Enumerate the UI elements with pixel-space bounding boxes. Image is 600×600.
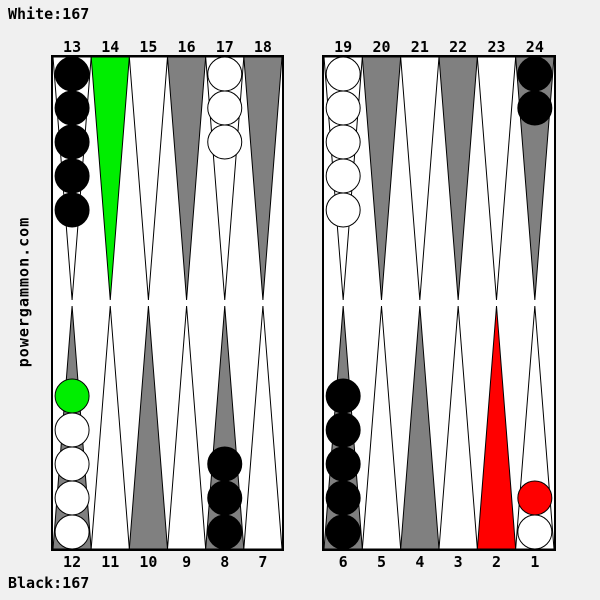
checker-white-point-17[interactable] [207, 124, 243, 160]
point-22-label: 22 [449, 38, 467, 56]
point-10-label: 10 [139, 553, 157, 571]
checker-black-point-6[interactable] [325, 412, 361, 448]
point-22-triangle[interactable] [438, 56, 478, 301]
checker-white-point-19[interactable] [325, 56, 361, 92]
black-pip-count: Black:167 [8, 574, 90, 592]
checker-white-point-17[interactable] [207, 56, 243, 92]
checker-black-point-8[interactable] [207, 446, 243, 482]
point-4-label: 4 [415, 553, 424, 571]
point-16-label: 16 [178, 38, 196, 56]
point-14-label: 14 [101, 38, 119, 56]
point-7-label: 7 [258, 553, 267, 571]
point-7-triangle[interactable] [243, 305, 283, 550]
checker-white-point-19[interactable] [325, 158, 361, 194]
checker-black-point-13[interactable] [54, 192, 90, 228]
checker-black-point-13[interactable] [54, 90, 90, 126]
point-5-label: 5 [377, 553, 386, 571]
point-16-triangle[interactable] [166, 56, 207, 301]
checker-white-point-17[interactable] [207, 90, 243, 126]
point-18-label: 18 [254, 38, 272, 56]
point-4-triangle[interactable] [400, 305, 440, 550]
point-10-triangle[interactable] [128, 305, 169, 550]
checker-black-point-13[interactable] [54, 56, 90, 92]
point-13-label: 13 [63, 38, 81, 56]
checker-black-point-24[interactable] [517, 90, 553, 126]
checker-white-point-19[interactable] [325, 124, 361, 160]
point-2-label: 2 [492, 553, 501, 571]
point-5-triangle[interactable] [361, 305, 402, 550]
board-half-right [322, 55, 556, 551]
point-1-label: 1 [530, 553, 539, 571]
point-9-label: 9 [182, 553, 191, 571]
checker-white-point-12[interactable] [54, 514, 90, 550]
point-20-label: 20 [372, 38, 390, 56]
checker-black-point-8[interactable] [207, 514, 243, 550]
point-8-label: 8 [220, 553, 229, 571]
white-pip-count: White:167 [8, 5, 90, 23]
board-half-left [51, 55, 284, 551]
checker-white-point-12[interactable] [54, 446, 90, 482]
checker-red-point-1[interactable] [517, 480, 553, 516]
checker-white-point-1[interactable] [517, 514, 553, 550]
checker-black-point-6[interactable] [325, 446, 361, 482]
point-12-label: 12 [63, 553, 81, 571]
point-24-label: 24 [526, 38, 544, 56]
point-23-label: 23 [487, 38, 505, 56]
point-9-triangle[interactable] [166, 305, 207, 550]
point-15-triangle[interactable] [128, 56, 169, 301]
point-21-label: 21 [411, 38, 429, 56]
point-23-triangle[interactable] [476, 56, 517, 301]
checker-white-point-12[interactable] [54, 480, 90, 516]
point-15-label: 15 [139, 38, 157, 56]
checker-black-point-8[interactable] [207, 480, 243, 516]
point-2-triangle[interactable] [476, 305, 517, 550]
point-21-triangle[interactable] [400, 56, 440, 301]
checker-black-point-13[interactable] [54, 158, 90, 194]
checker-green-point-12[interactable] [54, 378, 90, 414]
checker-black-point-6[interactable] [325, 514, 361, 550]
point-11-triangle[interactable] [90, 305, 130, 550]
checker-black-point-24[interactable] [517, 56, 553, 92]
checker-white-point-19[interactable] [325, 90, 361, 126]
point-14-triangle[interactable] [90, 56, 130, 301]
point-19-label: 19 [334, 38, 352, 56]
point-18-triangle[interactable] [243, 56, 283, 301]
point-11-label: 11 [101, 553, 119, 571]
point-6-label: 6 [339, 553, 348, 571]
checker-black-point-6[interactable] [325, 378, 361, 414]
point-3-label: 3 [454, 553, 463, 571]
checker-black-point-13[interactable] [54, 124, 90, 160]
checker-white-point-12[interactable] [54, 412, 90, 448]
point-17-label: 17 [216, 38, 234, 56]
point-3-triangle[interactable] [438, 305, 478, 550]
checker-black-point-6[interactable] [325, 480, 361, 516]
checker-white-point-19[interactable] [325, 192, 361, 228]
point-20-triangle[interactable] [361, 56, 402, 301]
